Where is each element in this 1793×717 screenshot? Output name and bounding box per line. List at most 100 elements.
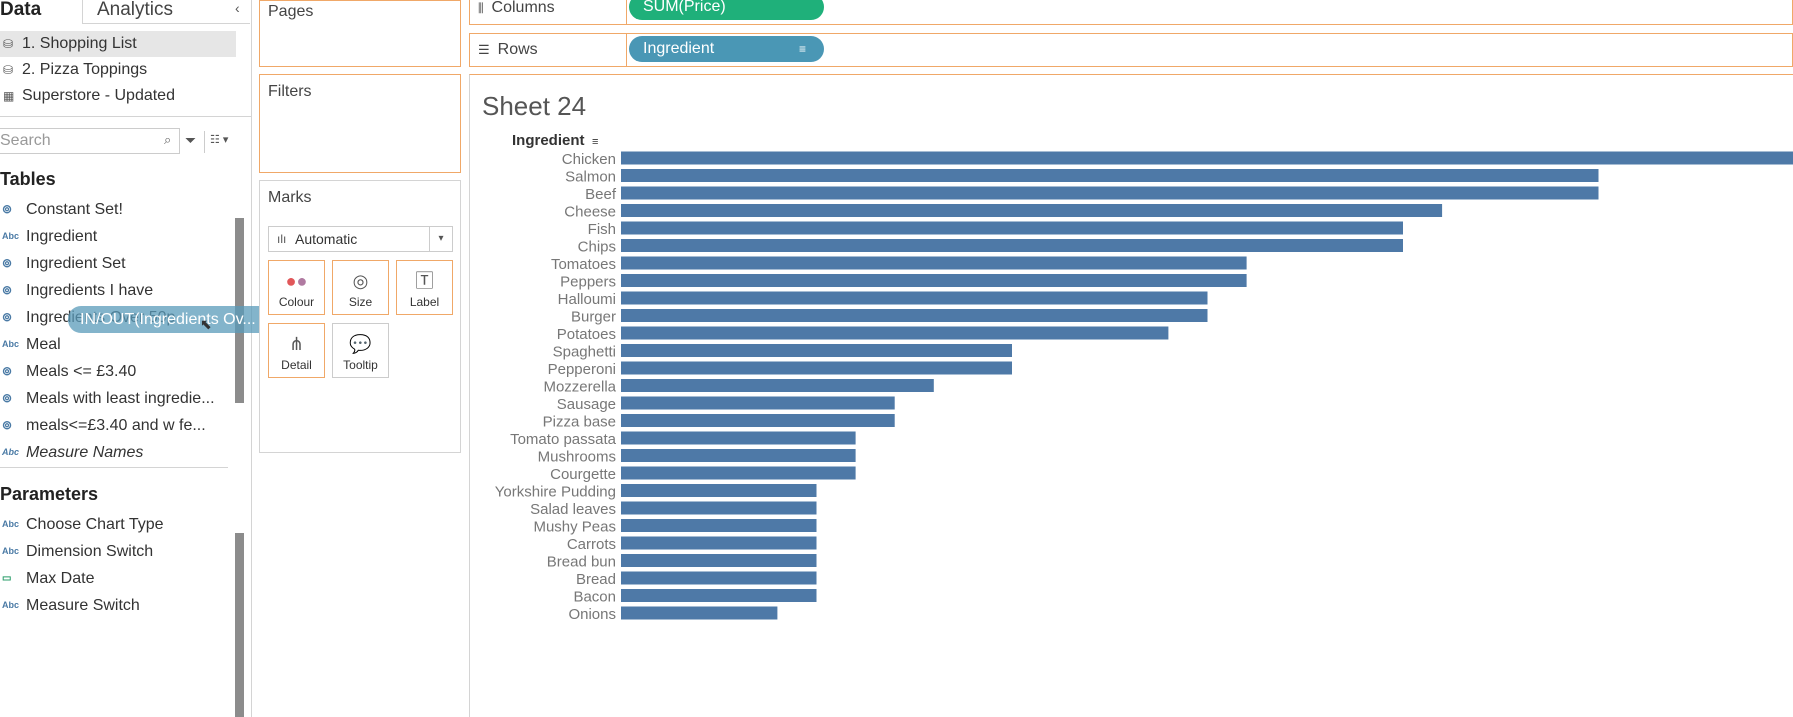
category-label[interactable]: Salad leaves xyxy=(530,501,616,518)
category-label[interactable]: Salmon xyxy=(565,169,616,186)
field-item[interactable]: ⊚ meals<=£3.40 and w fe... xyxy=(0,412,232,439)
category-label[interactable]: Fish xyxy=(588,221,616,238)
label-button[interactable]: 🅃 Label xyxy=(396,260,453,315)
category-label[interactable]: Mushy Peas xyxy=(533,519,616,536)
category-label[interactable]: Burger xyxy=(571,309,616,326)
category-label[interactable]: Tomato passata xyxy=(510,431,617,448)
category-label[interactable]: Cheese xyxy=(564,204,616,221)
bar[interactable] xyxy=(621,256,1247,270)
row-header-label[interactable]: Ingredient xyxy=(512,132,585,149)
detail-button[interactable]: ⋔ Detail xyxy=(268,323,325,378)
category-label[interactable]: Chicken xyxy=(562,151,616,168)
datasource-item[interactable]: ⛁ 2. Pizza Toppings xyxy=(0,57,236,83)
tooltip-label: Tooltip xyxy=(343,358,378,372)
bar[interactable] xyxy=(621,554,817,567)
field-item[interactable]: Abc Ingredient xyxy=(0,223,232,250)
category-label[interactable]: Halloumi xyxy=(558,291,616,308)
filters-card[interactable]: Filters xyxy=(259,74,461,173)
bar[interactable] xyxy=(621,204,1443,217)
field-label: Measure Names xyxy=(26,444,144,461)
category-label[interactable]: Courgette xyxy=(550,466,616,483)
field-item[interactable]: ⊚ Meals <= £3.40 xyxy=(0,358,232,385)
field-item[interactable]: ⊚ Ingredient Set xyxy=(0,250,232,277)
bar[interactable] xyxy=(621,221,1403,235)
category-label[interactable]: Peppers xyxy=(560,274,616,291)
category-label[interactable]: Bread bun xyxy=(547,554,616,571)
rows-shelf[interactable]: ☰ Rows Ingredient ≡ xyxy=(469,33,1793,67)
bar[interactable] xyxy=(621,466,856,480)
bar[interactable] xyxy=(621,536,817,550)
sheet-title[interactable]: Sheet 24 xyxy=(482,91,587,121)
parameters-scrollbar[interactable] xyxy=(235,533,244,717)
tab-analytics[interactable]: Analytics xyxy=(82,0,250,24)
category-label[interactable]: Onions xyxy=(568,606,616,623)
collapse-pane-icon[interactable]: ‹ xyxy=(235,0,240,16)
mark-type-dropdown[interactable]: ılı Automatic ▾ xyxy=(268,226,453,252)
category-label[interactable]: Yorkshire Pudding xyxy=(495,484,616,501)
bar[interactable] xyxy=(621,414,895,427)
sort-icon[interactable]: ≡ xyxy=(592,136,598,148)
bar-chart: Ingredient ≡ ChickenSalmonBeefCheeseFishCh… xyxy=(495,132,1793,623)
bar[interactable] xyxy=(621,239,1403,252)
category-label[interactable]: Pepperoni xyxy=(548,361,616,378)
sort-icon[interactable]: ≡ xyxy=(799,42,807,56)
category-label[interactable]: Potatoes xyxy=(557,326,616,343)
bar[interactable] xyxy=(621,291,1208,305)
bar[interactable] xyxy=(621,186,1599,200)
bar[interactable] xyxy=(621,361,1012,375)
pages-card[interactable]: Pages xyxy=(259,0,461,67)
tab-data[interactable]: Data xyxy=(0,0,42,20)
filter-icon[interactable]: ⏷ xyxy=(185,132,197,148)
size-button[interactable]: ◎ Size xyxy=(332,260,389,315)
parameter-item[interactable]: Abc Choose Chart Type xyxy=(0,511,232,538)
category-label[interactable]: Mozzerella xyxy=(543,379,616,396)
bar[interactable] xyxy=(621,431,856,445)
bar[interactable] xyxy=(621,274,1247,287)
datasource-item[interactable]: ▦ Superstore - Updated xyxy=(0,83,236,109)
bar[interactable] xyxy=(621,151,1793,165)
category-label[interactable]: Tomatoes xyxy=(551,256,616,273)
category-label[interactable]: Pizza base xyxy=(543,414,616,431)
chevron-down-icon[interactable]: ▾ xyxy=(429,227,452,251)
datasource-item[interactable]: ⛁ 1. Shopping List xyxy=(0,31,236,57)
columns-pill[interactable]: SUM(Price) xyxy=(629,0,824,20)
category-label[interactable]: Bacon xyxy=(573,589,616,606)
bar[interactable] xyxy=(621,484,817,497)
field-item[interactable]: Abc Meal xyxy=(0,331,232,358)
bar[interactable] xyxy=(621,571,817,585)
view-options-icon[interactable]: ☷ ▾ xyxy=(210,134,229,146)
category-label[interactable]: Bread xyxy=(576,571,616,588)
search-input[interactable]: Search xyxy=(0,128,180,154)
field-item[interactable]: ⊚ Constant Set! xyxy=(0,196,232,223)
bar[interactable] xyxy=(621,379,934,392)
columns-shelf[interactable]: ⫼ Columns SUM(Price) xyxy=(469,0,1793,25)
abc-icon: Abc xyxy=(2,447,20,457)
category-label[interactable]: Beef xyxy=(585,186,617,203)
category-label[interactable]: Carrots xyxy=(567,536,616,553)
category-label[interactable]: Mushrooms xyxy=(538,449,616,466)
category-label[interactable]: Spaghetti xyxy=(553,344,616,361)
bar[interactable] xyxy=(621,501,817,515)
bar[interactable] xyxy=(621,169,1599,182)
bar[interactable] xyxy=(621,606,778,620)
bar[interactable] xyxy=(621,326,1169,340)
rows-pill[interactable]: Ingredient ≡ xyxy=(629,36,824,62)
parameter-item[interactable]: ▭ Max Date xyxy=(0,565,232,592)
search-icon[interactable]: ⌕ xyxy=(164,132,172,147)
bar[interactable] xyxy=(621,449,856,462)
parameter-item[interactable]: Abc Measure Switch xyxy=(0,592,232,619)
colour-button[interactable]: ●● Colour xyxy=(268,260,325,315)
bar[interactable] xyxy=(621,589,817,602)
field-item[interactable]: ⊚ Meals with least ingredie... xyxy=(0,385,232,412)
field-item[interactable]: ⊚ Ingredients I have xyxy=(0,277,232,304)
tooltip-button[interactable]: 💬 Tooltip xyxy=(332,323,389,378)
field-item[interactable]: Abc Measure Names xyxy=(0,439,232,466)
bar[interactable] xyxy=(621,309,1208,322)
category-label[interactable]: Chips xyxy=(578,239,616,256)
dragged-field-pill[interactable]: IN/OUT(Ingredients Ov... xyxy=(68,306,274,333)
bar[interactable] xyxy=(621,519,817,532)
bar[interactable] xyxy=(621,344,1012,357)
category-label[interactable]: Sausage xyxy=(557,396,616,413)
bar[interactable] xyxy=(621,396,895,410)
parameter-item[interactable]: Abc Dimension Switch xyxy=(0,538,232,565)
